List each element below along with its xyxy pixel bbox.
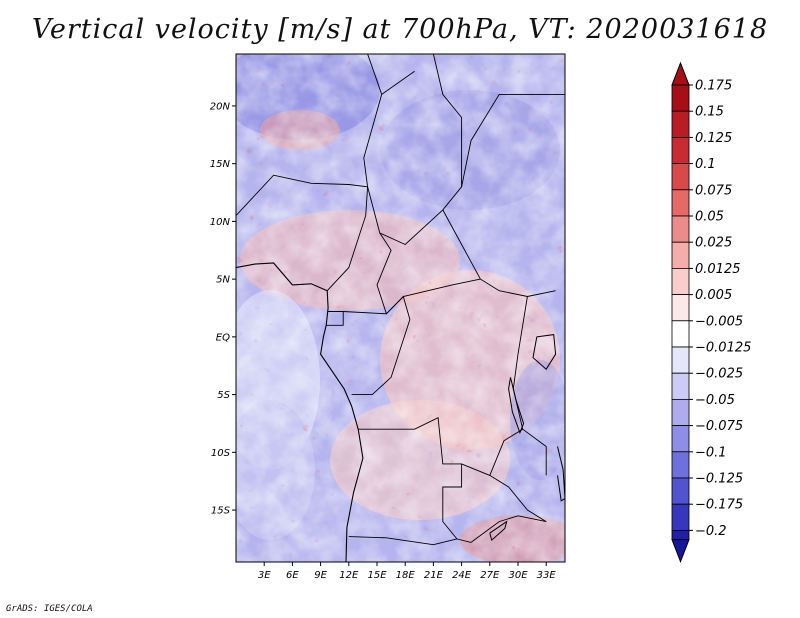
colorbar-bottom-arrow <box>671 539 690 563</box>
colorbar-label: 0.025 <box>695 236 732 251</box>
country-border <box>326 311 344 326</box>
colorbar-label: −0.075 <box>695 419 743 434</box>
colorbar-top-arrow <box>671 61 690 86</box>
colorbar-swatch <box>671 503 690 531</box>
longitude-axis: 3E 6E 9E 12E 15E 18E 21E 24E 27E 30E 33E <box>258 562 557 581</box>
colorbar-label: 0.15 <box>695 105 724 120</box>
colorbar-label: 0.1 <box>695 157 716 172</box>
lat-tick-label: 20N <box>210 101 231 112</box>
colorbar-swatch <box>671 136 690 164</box>
lon-tick-label: 9E <box>314 570 327 581</box>
lake-outline <box>532 334 557 370</box>
colorbar-swatch <box>671 372 690 400</box>
colorbar-label: −0.1 <box>695 445 727 460</box>
lon-tick-label: 6E <box>286 570 299 581</box>
colorbar-label: 0.125 <box>695 131 732 146</box>
velocity-field <box>236 54 565 562</box>
colorbar-swatch <box>671 215 690 243</box>
geography-lines <box>236 54 565 562</box>
colorbar-swatch <box>671 189 690 217</box>
lat-tick-label: 15S <box>211 506 231 517</box>
country-border <box>363 70 415 187</box>
colorbar-label: 0.005 <box>695 288 732 303</box>
lon-tick-label: 33E <box>537 570 557 581</box>
colorbar-label: −0.125 <box>695 472 743 487</box>
lake-outline <box>508 377 525 435</box>
country-border <box>367 54 383 95</box>
lat-tick-label: 10S <box>211 448 231 459</box>
colorbar-label: −0.005 <box>695 314 743 329</box>
country-border <box>517 296 528 355</box>
colorbar: 0.175 0.15 0.125 0.1 0.075 0.05 0.025 0.0125 0.0… <box>671 61 751 563</box>
colorbar-label: −0.2 <box>695 524 727 539</box>
coastline <box>236 262 364 562</box>
colorbar-swatch <box>671 294 690 322</box>
country-border <box>489 428 523 476</box>
colorbar-label: 0.05 <box>695 210 724 225</box>
country-border <box>348 536 458 546</box>
lon-tick-label: 12E <box>339 570 359 581</box>
lat-tick-label: 15N <box>210 159 231 170</box>
colorbar-swatch <box>671 425 690 453</box>
colorbar-swatch <box>671 267 690 295</box>
colorbar-swatch <box>671 84 690 112</box>
lon-tick-label: 15E <box>367 570 387 581</box>
lake-outline <box>489 520 508 542</box>
country-border <box>432 54 462 118</box>
lon-tick-label: 3E <box>258 570 271 581</box>
latitude-axis: 20N 15N 10N 5N EQ 5S 10S 15S <box>210 101 236 517</box>
lake-outline <box>557 446 565 502</box>
lat-tick-label: EQ <box>216 332 230 343</box>
colorbar-swatch <box>671 477 690 505</box>
colorbar-label: −0.0125 <box>695 341 751 356</box>
colorbar-label: −0.05 <box>695 393 735 408</box>
colorbar-swatch <box>671 320 690 348</box>
country-border <box>367 117 463 246</box>
figure-title: Vertical velocity [m/s] at 700hPa, VT: 2… <box>31 14 769 45</box>
colorbar-swatch <box>671 451 690 479</box>
colorbar-swatch <box>671 241 690 269</box>
colorbar-swatch <box>671 346 690 374</box>
colorbar-swatch <box>671 530 690 540</box>
colorbar-label: 0.0125 <box>695 262 741 277</box>
colorbar-label: 0.175 <box>695 79 732 94</box>
colorbar-label: −0.025 <box>695 367 743 382</box>
colorbar-label: −0.175 <box>695 498 743 513</box>
country-border <box>236 174 368 216</box>
country-border <box>470 515 547 543</box>
country-border <box>442 209 556 297</box>
country-border <box>461 463 547 522</box>
colorbar-swatch <box>671 398 690 426</box>
lat-tick-label: 5S <box>217 390 230 401</box>
colorbar-swatch <box>671 163 690 191</box>
colorbar-label: 0.075 <box>695 183 732 198</box>
country-border <box>522 428 547 476</box>
plot-frame <box>235 53 566 563</box>
lon-tick-label: 21E <box>424 570 444 581</box>
colorbar-swatch <box>671 110 690 138</box>
country-border <box>326 186 369 292</box>
lon-tick-label: 30E <box>508 570 528 581</box>
grads-credit: GrADS: IGES/COLA <box>6 604 93 614</box>
lat-tick-label: 5N <box>216 275 230 286</box>
lon-tick-label: 18E <box>396 570 416 581</box>
lon-tick-label: 27E <box>480 570 500 581</box>
country-border <box>461 93 565 187</box>
country-border <box>343 295 411 396</box>
lon-tick-label: 24E <box>452 570 472 581</box>
lat-tick-label: 10N <box>210 217 231 228</box>
